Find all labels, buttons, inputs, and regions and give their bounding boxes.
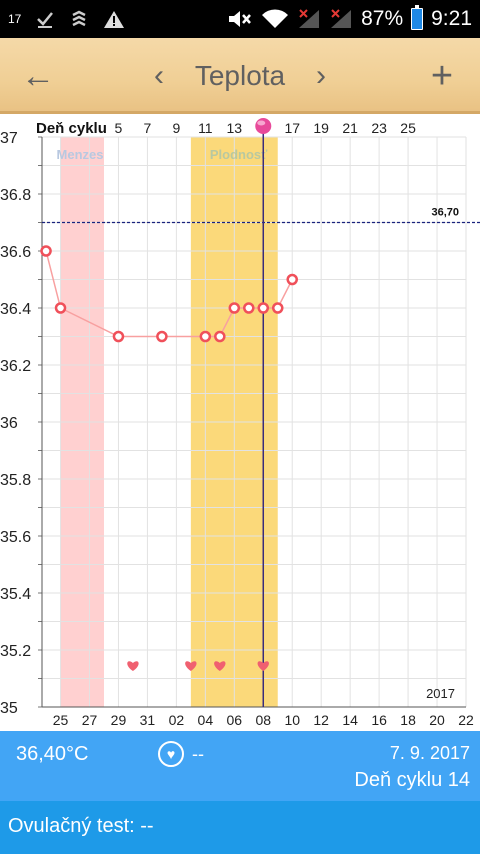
y-tick-label: 35.2 (0, 643, 31, 660)
page-title: Teplota (194, 60, 286, 91)
top-tick-label: 17 (284, 120, 300, 136)
intercourse-value: -- (192, 744, 204, 764)
mute-icon (229, 11, 252, 27)
status-bar: 17 87% 9:21 (0, 0, 480, 38)
temperature-point (228, 302, 241, 314)
y-tick-label: 37 (0, 130, 18, 147)
signal-icon (331, 9, 352, 28)
bottom-tick-label: 08 (255, 712, 271, 728)
temperature-point (40, 245, 52, 257)
status-bar-right: 87% 9:21 (227, 0, 472, 38)
bottom-tick-label: 04 (198, 712, 214, 728)
temperature-point (243, 302, 255, 314)
y-tick-label: 36.4 (0, 301, 31, 318)
y-tick-label: 35.4 (0, 586, 31, 603)
battery-percent: 87% (361, 7, 404, 30)
selected-temperature: 36,40°C (16, 743, 89, 765)
signal-icon (299, 9, 320, 28)
temperature-chart-svg[interactable]: Menzes Plodnosť 36,70 35 35.2 35.4 35.6 35.8 36 3… (0, 114, 480, 731)
top-tick-label: 19 (313, 120, 329, 136)
fertile-label: Plodnosť (210, 147, 268, 162)
add-entry-button[interactable]: + (430, 55, 454, 97)
menses-label: Menzes (57, 147, 104, 162)
temperature-point (271, 302, 284, 314)
back-button[interactable]: ← (21, 57, 55, 95)
year-label: 2017 (426, 686, 455, 701)
top-tick-label: 5 (115, 120, 123, 136)
current-day-marker (255, 118, 272, 134)
shield-icon (72, 10, 86, 27)
top-axis-label: Deň cyklu (36, 120, 107, 137)
temperature-point (214, 330, 226, 343)
temperature-point (112, 330, 125, 343)
next-chart-button[interactable]: › (316, 59, 326, 92)
top-tick-label: 21 (342, 120, 358, 136)
status-bar-left: 17 (8, 0, 125, 38)
top-tick-label: 23 (371, 120, 387, 136)
heart-icon (185, 661, 197, 671)
y-tick-label: 36 (0, 415, 18, 432)
selected-cycle-day: Deň cyklu 14 (354, 769, 470, 791)
clock: 9:21 (431, 7, 472, 30)
bottom-tick-label: 29 (111, 712, 127, 728)
bottom-tick-label: 14 (342, 712, 358, 728)
warning-icon (104, 11, 125, 28)
y-tick-label: 35 (0, 700, 18, 717)
bottom-tick-label: 06 (227, 712, 243, 728)
battery-icon (411, 5, 424, 30)
toolbar: ← ‹ Teplota › + (0, 38, 480, 114)
day-info-bar[interactable]: 36,40°C ♥ -- 7. 9. 2017 Deň cyklu 14 (0, 731, 480, 801)
bottom-tick-label: 31 (140, 712, 156, 728)
bottom-tick-label: 10 (284, 712, 300, 728)
bottom-tick-label: 16 (371, 712, 387, 728)
bottom-tick-label: 12 (313, 712, 329, 728)
y-tick-label: 35.8 (0, 472, 31, 489)
temperature-point (156, 330, 168, 343)
y-tick-label: 36.8 (0, 187, 31, 204)
temperature-point (199, 330, 212, 343)
bottom-tick-label: 25 (53, 712, 69, 728)
y-tick-label: 36.6 (0, 244, 31, 261)
heart-icon (257, 661, 269, 671)
temperature-chart[interactable]: Menzes Plodnosť 36,70 35 35.2 35.4 35.6 35.8 36 3… (0, 114, 480, 731)
top-tick-label: 7 (144, 120, 152, 136)
ovulation-test-bar[interactable]: Ovulačný test: -- (0, 801, 480, 854)
y-tick-label: 35.6 (0, 529, 31, 546)
temperature-point (257, 302, 270, 314)
top-tick-label: 25 (400, 120, 416, 136)
current-day-marker-shine (257, 120, 266, 126)
heart-icon (214, 661, 226, 671)
temperature-point (54, 302, 67, 314)
notification-badge: 17 (8, 12, 22, 26)
heart-icon[interactable]: ♥ (158, 741, 184, 767)
bottom-tick-label: 02 (169, 712, 185, 728)
check-icon (37, 12, 54, 28)
top-tick-label: 13 (227, 120, 243, 136)
bottom-tick-label: 22 (458, 712, 474, 728)
selected-date: 7. 9. 2017 (389, 743, 470, 763)
wifi-icon (262, 9, 289, 28)
bottom-tick-label: 20 (429, 712, 445, 728)
bottom-tick-label: 18 (400, 712, 416, 728)
temperature-point (286, 273, 298, 286)
ovulation-test-label: Ovulačný test: -- (8, 815, 154, 837)
previous-chart-button[interactable]: ‹ (154, 59, 164, 92)
bottom-tick-label: 27 (82, 712, 98, 728)
top-tick-label: 11 (198, 120, 213, 136)
threshold-label: 36,70 (431, 207, 459, 219)
top-tick-label: 9 (172, 120, 180, 136)
heart-icon (127, 661, 139, 671)
y-tick-label: 36.2 (0, 358, 31, 375)
